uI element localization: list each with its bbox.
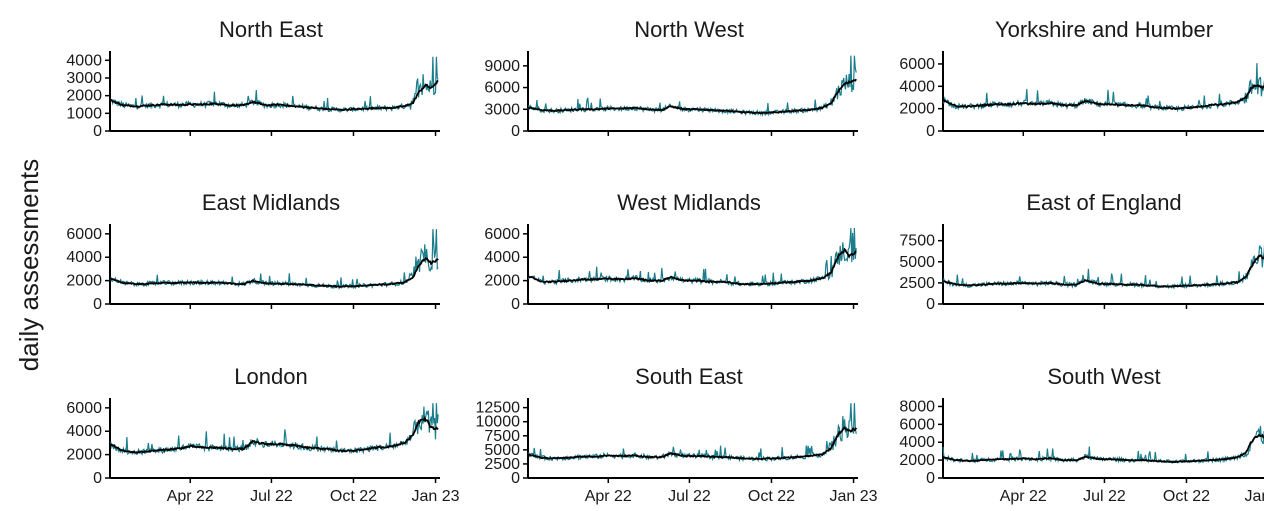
y-tick-label: 6000 — [899, 56, 935, 73]
y-tick-label: 3000 — [66, 70, 102, 87]
x-tick-label: Apr 22 — [585, 488, 632, 505]
panel-title: East of England — [1026, 190, 1181, 215]
y-tick-label: 6000 — [66, 400, 102, 417]
x-tick-label: Jul 22 — [1083, 488, 1126, 505]
panel-title: North East — [219, 17, 323, 42]
panel-title: Yorkshire and Humber — [995, 17, 1213, 42]
daily-series-line — [943, 63, 1264, 113]
y-axis-label: daily assessments — [14, 159, 44, 371]
y-tick-label: 0 — [93, 123, 102, 140]
y-tick-label: 2000 — [66, 88, 102, 105]
y-tick-label: 4000 — [899, 434, 935, 451]
y-tick-label: 3000 — [484, 101, 520, 118]
y-tick-label: 5000 — [899, 254, 935, 271]
daily-series-line — [527, 227, 857, 288]
smoothed-series-line — [109, 79, 439, 112]
panel-east-of-england: East of England 0 2500 5000 7500 — [899, 190, 1264, 313]
panel-west-midlands: West Midlands 0 2000 4000 6000 — [484, 190, 858, 313]
y-tick-label: 1000 — [66, 105, 102, 122]
daily-series-line — [109, 229, 439, 290]
x-tick-label: Oct 22 — [1163, 488, 1210, 505]
y-tick-label: 2500 — [484, 456, 520, 473]
y-tick-label: 8000 — [899, 398, 935, 415]
daily-series-line — [942, 243, 1264, 290]
smoothed-series-line — [942, 254, 1264, 288]
x-tick-label: Jan 23 — [412, 488, 460, 505]
y-tick-label: 0 — [926, 296, 935, 313]
y-tick-label: 4000 — [66, 423, 102, 440]
y-tick-label: 7500 — [484, 428, 520, 445]
y-tick-label: 2000 — [66, 447, 102, 464]
daily-series-line — [527, 55, 857, 117]
smoothed-series-line — [527, 247, 857, 286]
panel-title: East Midlands — [202, 190, 340, 215]
y-tick-label: 0 — [93, 296, 102, 313]
panel-title: West Midlands — [617, 190, 761, 215]
y-tick-label: 0 — [511, 296, 520, 313]
y-tick-label: 4000 — [484, 249, 520, 266]
smoothed-series-line — [942, 433, 1264, 464]
panel-north-west: North West 0 3000 6000 9000 — [484, 17, 858, 140]
smoothed-series-line — [942, 84, 1264, 111]
x-tick-label: Oct 22 — [330, 488, 377, 505]
smoothed-series-line — [527, 78, 857, 115]
x-tick-label: Apr 22 — [167, 488, 214, 505]
panel-east-midlands: East Midlands 0 2000 4000 6000 — [66, 190, 440, 313]
panel-title: London — [234, 364, 307, 389]
y-tick-label: 4000 — [899, 78, 935, 95]
y-tick-label: 10000 — [476, 414, 521, 431]
x-tick-label: Jul 22 — [668, 488, 711, 505]
y-tick-label: 0 — [511, 470, 520, 487]
y-tick-label: 9000 — [484, 58, 520, 75]
daily-series-line — [527, 403, 857, 463]
panel-title: South West — [1047, 364, 1160, 389]
y-tick-label: 0 — [926, 470, 935, 487]
smoothed-series-line — [527, 426, 858, 461]
x-tick-label: Oct 22 — [748, 488, 795, 505]
y-tick-label: 12500 — [476, 400, 521, 417]
panel-yorkshire-and-humber: Yorkshire and Humber 0 2000 4000 6000 — [899, 17, 1264, 140]
y-tick-label: 2000 — [899, 101, 935, 118]
x-tick-label: Apr 22 — [1000, 488, 1047, 505]
y-tick-label: 6000 — [899, 416, 935, 433]
daily-series-line — [942, 425, 1264, 465]
smoothed-series-line — [109, 257, 439, 288]
y-tick-label: 4000 — [66, 52, 102, 69]
y-tick-label: 7500 — [899, 233, 935, 250]
y-tick-label: 6000 — [484, 226, 520, 243]
y-tick-label: 4000 — [66, 249, 102, 266]
y-tick-label: 5000 — [484, 442, 520, 459]
y-tick-label: 2500 — [899, 275, 935, 292]
y-tick-label: 2000 — [899, 452, 935, 469]
y-tick-label: 0 — [93, 470, 102, 487]
x-tick-label: Jul 22 — [250, 488, 293, 505]
y-tick-label: 2000 — [66, 273, 102, 290]
panel-title: North West — [634, 17, 744, 42]
y-tick-label: 6000 — [484, 80, 520, 97]
y-tick-label: 6000 — [66, 226, 102, 243]
smoothed-series-line — [109, 415, 439, 454]
x-tick-label: Jan 23 — [830, 488, 878, 505]
y-tick-label: 2000 — [484, 273, 520, 290]
panel-title: South East — [635, 364, 743, 389]
x-tick-label: Jan 23 — [1245, 488, 1264, 505]
y-tick-label: 0 — [926, 123, 935, 140]
panel-london: London 0 2000 4000 6000 Apr 22 Jul 22 Oct 22 Jan… — [66, 364, 459, 505]
y-tick-label: 0 — [511, 123, 520, 140]
